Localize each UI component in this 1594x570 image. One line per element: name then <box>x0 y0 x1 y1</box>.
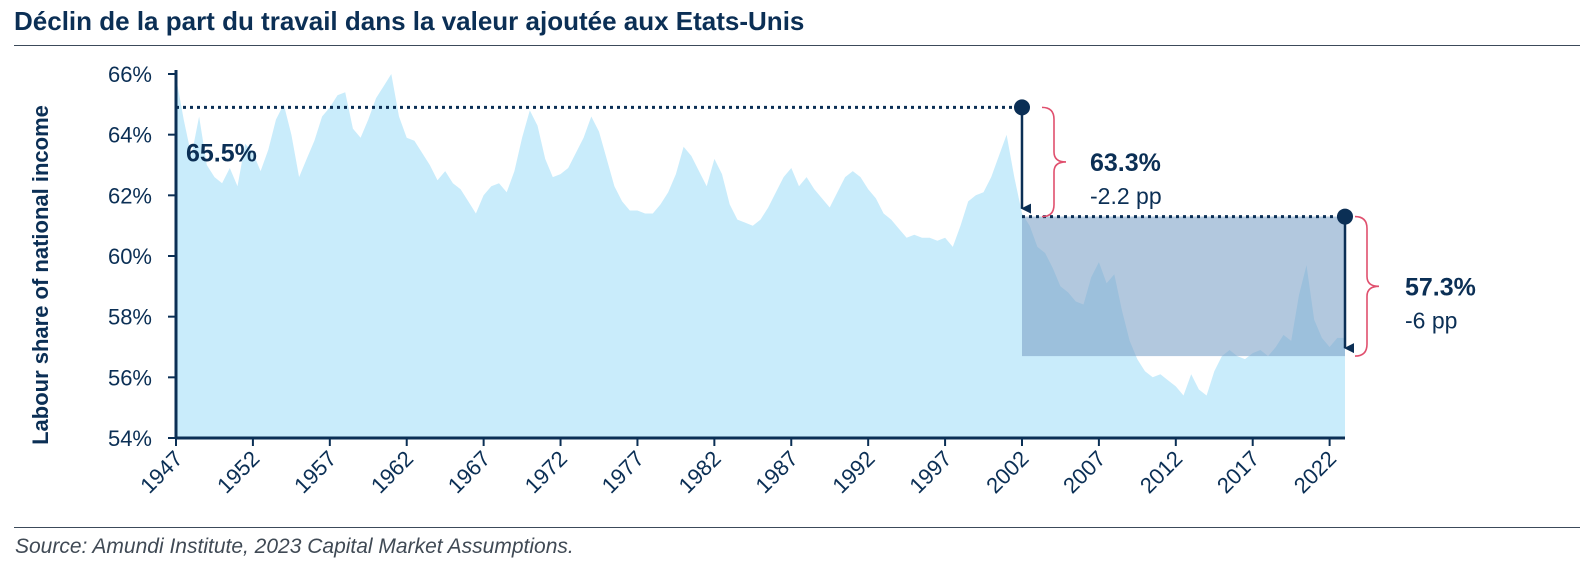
x-tick-label: 1992 <box>827 446 879 498</box>
x-tick-label: 1977 <box>597 446 649 498</box>
x-tick-label: 1967 <box>443 446 495 498</box>
change-label-2002: -2.2 pp <box>1090 183 1162 209</box>
y-tick-label: 54% <box>108 426 152 451</box>
bracket-2023 <box>1354 215 1380 357</box>
y-tick-label: 66% <box>108 62 152 87</box>
x-tick-label: 2022 <box>1289 446 1341 498</box>
peak-value-label: 65.5% <box>186 139 257 167</box>
x-tick-label: 1947 <box>135 446 187 498</box>
x-tick-label: 1982 <box>674 446 726 498</box>
y-tick-label: 64% <box>108 123 152 148</box>
x-tick-label: 2012 <box>1135 446 1187 498</box>
chart-title: Déclin de la part du travail dans la val… <box>14 6 805 36</box>
y-tick-label: 58% <box>108 305 152 330</box>
x-tick-label: 1962 <box>366 446 418 498</box>
y-tick-label: 56% <box>108 365 152 390</box>
source-note: Source: Amundi Institute, 2023 Capital M… <box>15 535 574 558</box>
value-label-2002: 63.3% <box>1090 149 1161 177</box>
x-tick-label: 2017 <box>1212 446 1264 498</box>
y-tick-label: 60% <box>108 244 152 269</box>
marker-dot-2002 <box>1013 99 1030 116</box>
y-tick-label: 62% <box>108 183 152 208</box>
x-tick-label: 1972 <box>520 446 572 498</box>
x-tick-label: 1997 <box>904 446 956 498</box>
x-tick-label: 1957 <box>289 446 341 498</box>
change-label-2023: -6 pp <box>1405 307 1457 333</box>
bracket-2002 <box>1041 106 1067 218</box>
x-tick-label: 1987 <box>751 446 803 498</box>
highlight-box-2002-2023 <box>1021 216 1345 357</box>
marker-dot-2023 <box>1337 208 1353 225</box>
y-axis-title: Labour share of national income <box>28 105 53 445</box>
x-tick-label: 2002 <box>981 446 1033 498</box>
title-divider <box>14 45 1580 46</box>
source-divider <box>14 527 1580 528</box>
x-tick-label: 1952 <box>212 446 264 498</box>
labour-share-chart: 54% 56% 58% 60% 62% 64% 66% 1947 1952 1957 1962 196… <box>28 62 1476 498</box>
value-label-2023: 57.3% <box>1405 273 1476 301</box>
x-tick-label: 2007 <box>1058 446 1110 498</box>
